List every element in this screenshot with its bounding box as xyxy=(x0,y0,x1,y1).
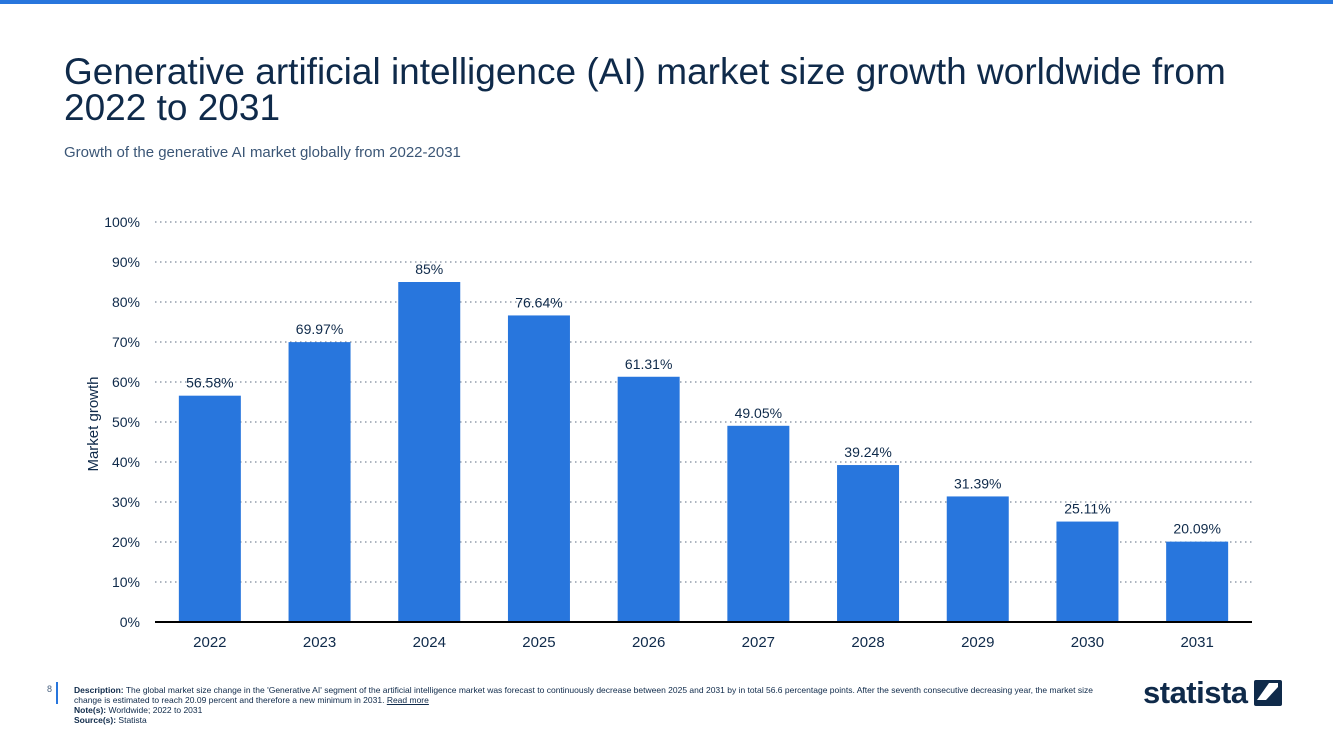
data-label: 20.09% xyxy=(1173,521,1220,537)
x-tick-label: 2028 xyxy=(851,634,884,651)
chart-subtitle: Growth of the generative AI market globa… xyxy=(64,144,461,161)
y-tick-label: 70% xyxy=(112,334,140,350)
sources-label: Source(s): xyxy=(74,715,117,725)
x-tick-label: 2029 xyxy=(961,634,994,651)
data-label: 25.11% xyxy=(1064,501,1110,517)
data-label: 61.31% xyxy=(625,356,672,372)
data-label: 85% xyxy=(415,261,443,277)
bar xyxy=(398,282,461,622)
y-axis-title: Market growth xyxy=(85,376,102,471)
bar xyxy=(1056,521,1119,622)
description-line: Description: The global market size chan… xyxy=(74,685,1114,705)
x-tick-label: 2024 xyxy=(413,634,446,651)
y-tick-label: 60% xyxy=(112,374,140,390)
data-label: 76.64% xyxy=(515,294,562,310)
y-tick-label: 100% xyxy=(104,214,140,230)
y-tick-label: 40% xyxy=(112,454,140,470)
bar xyxy=(1166,541,1229,622)
statista-logo[interactable]: statista xyxy=(1143,675,1282,710)
bar xyxy=(837,465,900,622)
footer-accent-line xyxy=(56,682,58,704)
x-tick-label: 2023 xyxy=(303,634,336,651)
footer-notes: Description: The global market size chan… xyxy=(74,685,1114,725)
bar xyxy=(946,496,1009,622)
notes-text: Worldwide; 2022 to 2031 xyxy=(108,705,203,715)
description-text: The global market size change in the 'Ge… xyxy=(74,685,1093,705)
data-label: 31.39% xyxy=(954,475,1001,491)
bar xyxy=(288,342,351,622)
slide-number: 8 xyxy=(47,684,53,694)
y-tick-label: 0% xyxy=(120,614,140,630)
x-tick-label: 2031 xyxy=(1180,634,1213,651)
y-tick-label: 20% xyxy=(112,534,140,550)
bar-chart: 0% 10% 20% 30% 40% 50% 60% 70% 80% 90% 100% Market … xyxy=(85,214,1252,651)
y-tick-label: 90% xyxy=(112,254,140,270)
x-tick-label: 2026 xyxy=(632,634,665,651)
x-tick-label: 2030 xyxy=(1071,634,1104,651)
data-label: 69.97% xyxy=(296,321,343,337)
x-tick-label: 2025 xyxy=(522,634,555,651)
read-more-link[interactable]: Read more xyxy=(386,695,429,705)
bar xyxy=(507,315,570,622)
sources-text: Statista xyxy=(118,715,147,725)
bar xyxy=(617,376,680,622)
notes-line: Note(s): Worldwide; 2022 to 2031 xyxy=(74,705,1114,715)
statista-mark-icon xyxy=(1253,680,1282,706)
data-label: 56.58% xyxy=(186,375,233,391)
sources-line: Source(s): Statista xyxy=(74,715,1114,725)
y-tick-label: 10% xyxy=(112,574,140,590)
y-tick-label: 80% xyxy=(112,294,140,310)
bar xyxy=(178,395,241,622)
data-label: 39.24% xyxy=(844,444,891,460)
y-tick-label: 30% xyxy=(112,494,140,510)
notes-label: Note(s): xyxy=(74,705,107,715)
y-tick-label: 50% xyxy=(112,414,140,430)
x-tick-label: 2027 xyxy=(742,634,775,651)
bar xyxy=(727,425,790,622)
data-label: 49.05% xyxy=(735,405,782,421)
brand-name: statista xyxy=(1143,675,1248,710)
chart-title: Generative artificial intelligence (AI) … xyxy=(64,51,1226,128)
x-tick-label: 2022 xyxy=(193,634,226,651)
top-accent-bar xyxy=(0,0,1333,4)
description-label: Description: xyxy=(74,685,124,695)
